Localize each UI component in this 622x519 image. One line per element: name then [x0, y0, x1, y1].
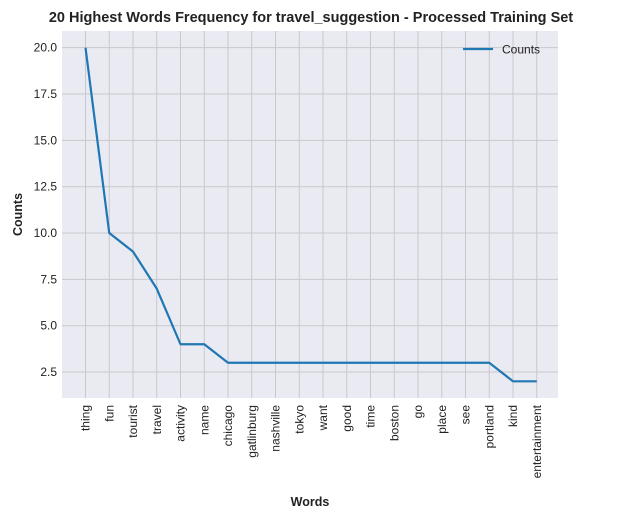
x-tick-label: kind [506, 405, 520, 427]
x-tick-label: want [316, 404, 330, 431]
x-tick-label: name [197, 405, 211, 435]
chart-title: 20 Highest Words Frequency for travel_su… [49, 10, 573, 26]
y-tick-label: 17.5 [34, 87, 58, 101]
x-tick-label: go [411, 405, 425, 419]
x-axis-label: Words [291, 495, 330, 509]
series-line-counts [84, 47, 537, 383]
x-axis-ticks: thing fun tourist travel activity name chicago… [79, 404, 544, 478]
legend-label-counts: Counts [502, 43, 540, 57]
x-tick-label: gatlinburg [245, 405, 259, 458]
y-axis-label: Counts [11, 193, 25, 236]
y-axis-ticks: 2.5 5.0 7.5 10.0 12.5 15.0 17.5 20.0 [34, 41, 58, 379]
x-tick-label: portland [482, 405, 496, 448]
x-tick-label: nashville [269, 405, 283, 452]
x-tick-label: travel [150, 405, 164, 434]
y-tick-label: 12.5 [34, 180, 58, 194]
grid [62, 31, 558, 398]
x-tick-label: tourist [126, 404, 140, 437]
x-tick-label: time [364, 405, 378, 428]
x-tick-label: place [435, 405, 449, 434]
x-tick-label: fun [102, 405, 116, 422]
x-tick-label: activity [174, 405, 188, 442]
plot-area [62, 31, 558, 398]
y-tick-label: 15.0 [34, 133, 58, 147]
legend: Counts [463, 43, 540, 57]
y-tick-label: 10.0 [34, 226, 58, 240]
y-tick-label: 5.0 [40, 319, 57, 333]
x-tick-label: boston [387, 405, 401, 441]
x-tick-label: see [459, 405, 473, 425]
x-tick-label: thing [79, 405, 93, 431]
x-tick-label: chicago [221, 405, 235, 447]
y-tick-label: 2.5 [40, 365, 57, 379]
x-tick-label: entertainment [530, 404, 544, 478]
y-tick-label: 20.0 [34, 41, 58, 55]
x-tick-label: good [340, 405, 354, 432]
x-tick-label: tokyo [292, 405, 306, 434]
y-tick-label: 7.5 [40, 272, 57, 286]
